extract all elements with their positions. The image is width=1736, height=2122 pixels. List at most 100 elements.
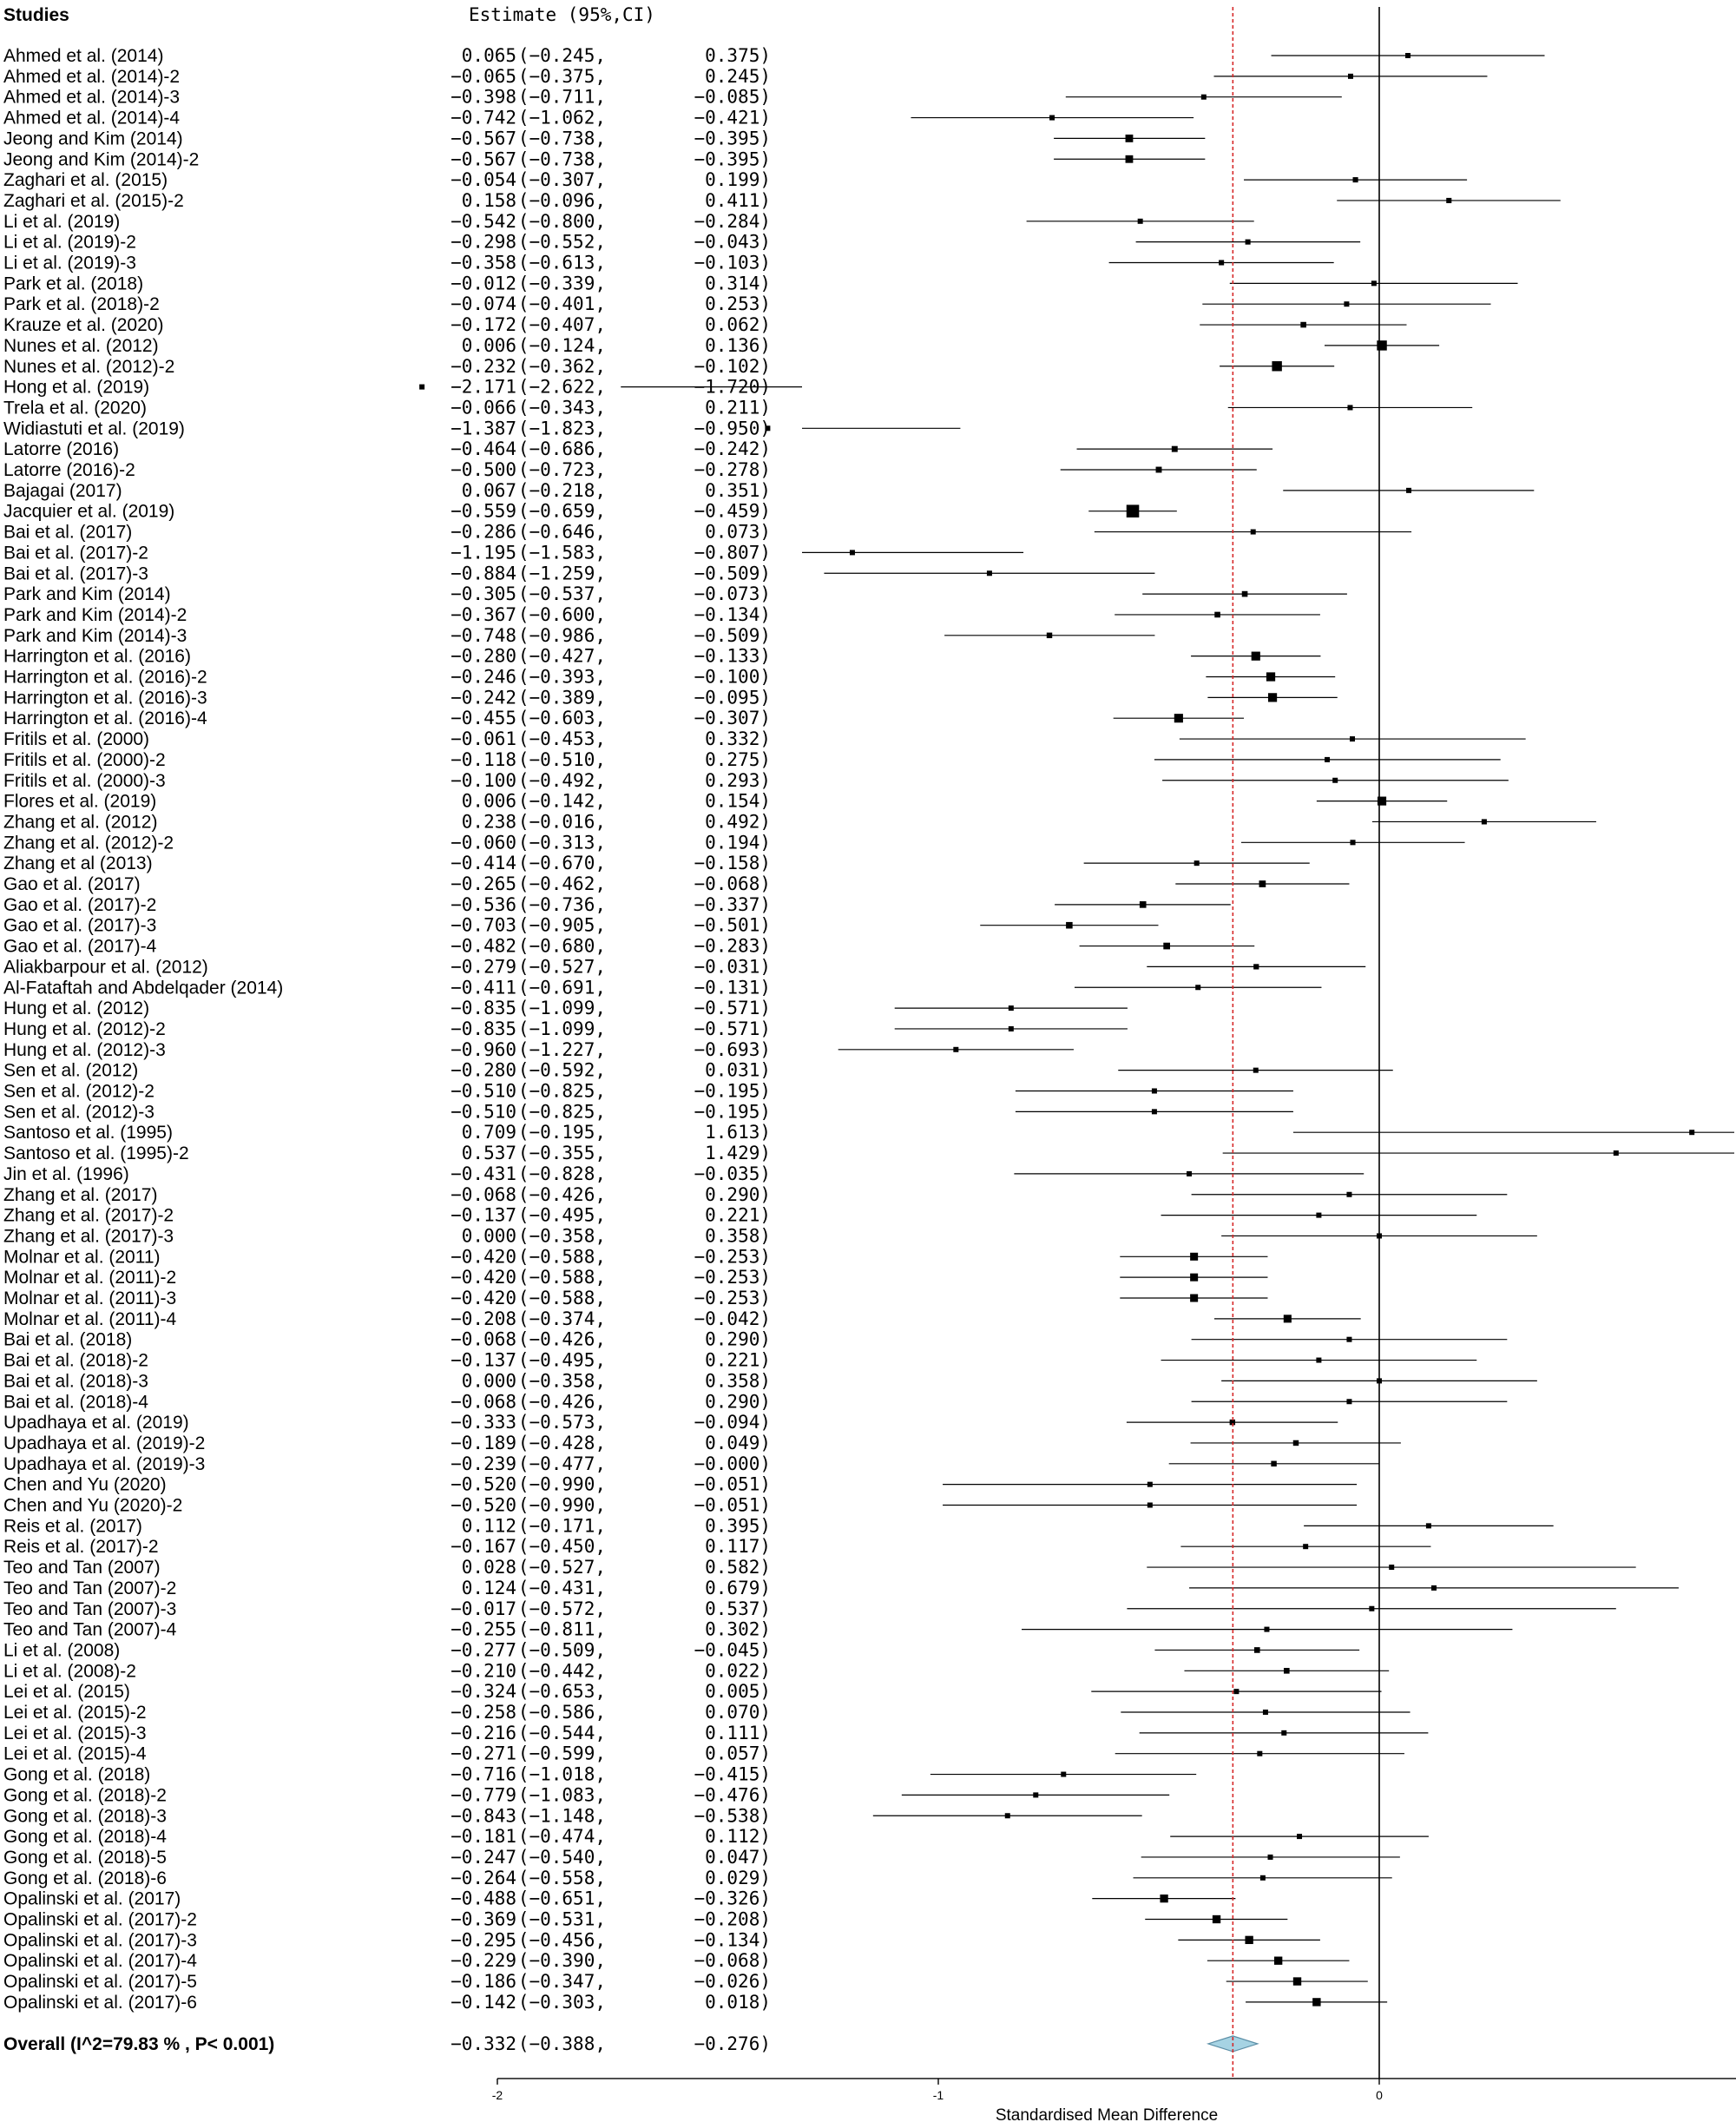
study-label: Bai et al. (2018) — [3, 1330, 132, 1350]
estimate-value: −0.271 — [450, 1743, 516, 1764]
point-estimate-square — [1253, 1067, 1259, 1073]
point-estimate-square — [1253, 1647, 1260, 1653]
study-label: Jin et al. (1996) — [3, 1164, 129, 1184]
study-row: Gong et al. (2018)-3 −0.843 (−1.148, −0.538… — [3, 1805, 1142, 1826]
ci-lower-value: (−0.600, — [518, 604, 606, 625]
estimate-value: −0.286 — [450, 522, 516, 543]
ci-upper-value: −0.103) — [694, 253, 771, 273]
study-label: Zaghari et al. (2015) — [3, 170, 168, 190]
ci-lower-value: (−0.362, — [518, 356, 606, 377]
ci-upper-value: −0.421) — [694, 108, 771, 129]
estimate-value: 0.028 — [462, 1557, 516, 1578]
study-label: Teo and Tan (2007)-2 — [3, 1578, 176, 1598]
study-label: Bai et al. (2018)-2 — [3, 1351, 148, 1371]
ci-upper-value: −0.476) — [694, 1784, 771, 1805]
point-estimate-square — [1281, 1730, 1287, 1736]
point-estimate-square — [1253, 964, 1259, 970]
estimate-value: −0.420 — [450, 1267, 516, 1288]
x-tick-label: -1 — [933, 2088, 944, 2102]
estimate-value: −0.280 — [450, 646, 516, 667]
estimate-value: −0.482 — [450, 936, 516, 957]
study-label: Hung et al. (2012)-3 — [3, 1040, 166, 1060]
ci-lower-value: (−0.374, — [518, 1308, 606, 1329]
estimate-value: −0.137 — [450, 1205, 516, 1226]
estimate-value: −0.960 — [450, 1039, 516, 1060]
study-row: Molnar et al. (2011)-2 −0.420 (−0.588, −0.2… — [3, 1267, 1268, 1288]
study-label: Bai et al. (2018)-4 — [3, 1392, 148, 1412]
ci-upper-value: 0.679) — [705, 1578, 771, 1598]
ci-upper-value: 0.136) — [705, 335, 771, 356]
study-label: Li et al. (2008)-2 — [3, 1661, 136, 1681]
ci-lower-value: (−0.407, — [518, 314, 606, 335]
study-row: Sen et al. (2012)-3 −0.510 (−0.825, −0.195) — [3, 1101, 1293, 1122]
ci-lower-value: (−0.588, — [518, 1246, 606, 1267]
ci-lower-value: (−0.171, — [518, 1515, 606, 1536]
estimate-value: 0.158 — [462, 190, 516, 211]
ci-lower-value: (−0.355, — [518, 1143, 606, 1163]
study-row: Opalinski et al. (2017) −0.488 (−0.651, −0.… — [3, 1888, 1236, 1909]
study-row: Upadhaya et al. (2019)-2 −0.189 (−0.428, 0.… — [3, 1433, 1401, 1453]
study-label: Ahmed et al. (2014)-3 — [3, 88, 180, 108]
point-estimate-square — [1369, 1605, 1375, 1611]
study-row: Zaghari et al. (2015)-2 0.158 (−0.096, 0.41… — [3, 190, 1561, 211]
point-estimate-square — [1212, 1914, 1221, 1924]
estimate-value: −0.208 — [450, 1308, 516, 1329]
study-label: Fritils et al. (2000) — [3, 729, 149, 749]
study-label: Upadhaya et al. (2019)-2 — [3, 1433, 205, 1453]
overall-row: Overall (I^2=79.83 % , P< 0.001) −0.332 (−… — [3, 2033, 1259, 2054]
overall-label: Overall (I^2=79.83 % , P< 0.001) — [3, 2034, 274, 2054]
ci-lower-value: (−0.339, — [518, 273, 606, 293]
x-axis-label: Standardised Mean Difference — [996, 2106, 1218, 2122]
ci-upper-value: −0.571) — [694, 1018, 771, 1039]
study-label: Latorre (2016) — [3, 439, 119, 459]
study-label: Sen et al. (2012)-2 — [3, 1082, 155, 1102]
ci-upper-value: 0.290) — [705, 1391, 771, 1412]
estimate-value: −0.246 — [450, 667, 516, 688]
study-label: Teo and Tan (2007)-3 — [3, 1599, 176, 1619]
ci-upper-value: 0.290) — [705, 1184, 771, 1205]
estimate-value: 0.124 — [462, 1578, 516, 1598]
study-row: Molnar et al. (2011)-4 −0.208 (−0.374, −0.0… — [3, 1308, 1361, 1329]
ci-lower-value: (−0.573, — [518, 1412, 606, 1433]
ci-upper-value: −0.100) — [694, 667, 771, 688]
ci-lower-value: (−1.227, — [518, 1039, 606, 1060]
ci-upper-value: 0.332) — [705, 728, 771, 749]
study-label: Molnar et al. (2011) — [3, 1247, 161, 1267]
point-estimate-square — [1267, 693, 1278, 702]
study-row: Zhang et al. (2012) 0.238 (−0.016, 0.492) — [3, 811, 1596, 832]
point-estimate-square — [1312, 1998, 1321, 2007]
study-row: Nunes et al. (2012)-2 −0.232 (−0.362, −0.10… — [3, 356, 1335, 377]
ci-upper-value: −0.326) — [694, 1888, 771, 1909]
study-label: Lei et al. (2015)-4 — [3, 1744, 147, 1764]
study-label: Teo and Tan (2007) — [3, 1558, 161, 1578]
study-label: Lei et al. (2015) — [3, 1682, 130, 1702]
ci-lower-value: (−1.583, — [518, 542, 606, 563]
study-label: Park et al. (2018)-2 — [3, 294, 160, 314]
estimate-value: 0.000 — [462, 1370, 516, 1391]
ci-lower-value: (−0.401, — [518, 293, 606, 314]
study-row: Latorre (2016)-2 −0.500 (−0.723, −0.278) — [3, 459, 1257, 480]
estimate-value: −0.210 — [450, 1660, 516, 1681]
ci-lower-value: (−0.825, — [518, 1101, 606, 1122]
ci-lower-value: (−0.646, — [518, 522, 606, 543]
study-label: Park and Kim (2014)-3 — [3, 626, 187, 646]
ci-upper-value: 0.018) — [705, 1992, 771, 2013]
estimate-value: −0.118 — [450, 749, 516, 770]
ci-upper-value: −0.278) — [694, 459, 771, 480]
estimate-value: −0.420 — [450, 1246, 516, 1267]
ci-lower-value: (−0.686, — [518, 438, 606, 459]
ci-lower-value: (−0.905, — [518, 915, 606, 936]
ci-lower-value: (−1.148, — [518, 1805, 606, 1826]
estimate-value: −0.542 — [450, 211, 516, 232]
study-label: Bai et al. (2017) — [3, 523, 132, 543]
study-row: Lei et al. (2015)-4 −0.271 (−0.599, 0.057) — [3, 1743, 1404, 1764]
ci-lower-value: (−0.389, — [518, 687, 606, 708]
study-row: Bajagai (2017) 0.067 (−0.218, 0.351) — [3, 480, 1535, 501]
ci-upper-value: 0.062) — [705, 314, 771, 335]
point-estimate-square — [1147, 1502, 1153, 1508]
estimate-value: 0.006 — [462, 335, 516, 356]
estimate-value: −0.488 — [450, 1888, 516, 1909]
point-estimate-square — [1151, 1088, 1157, 1094]
header-estimate: Estimate (95%,CI) — [469, 4, 655, 25]
estimate-value: −0.189 — [450, 1433, 516, 1453]
